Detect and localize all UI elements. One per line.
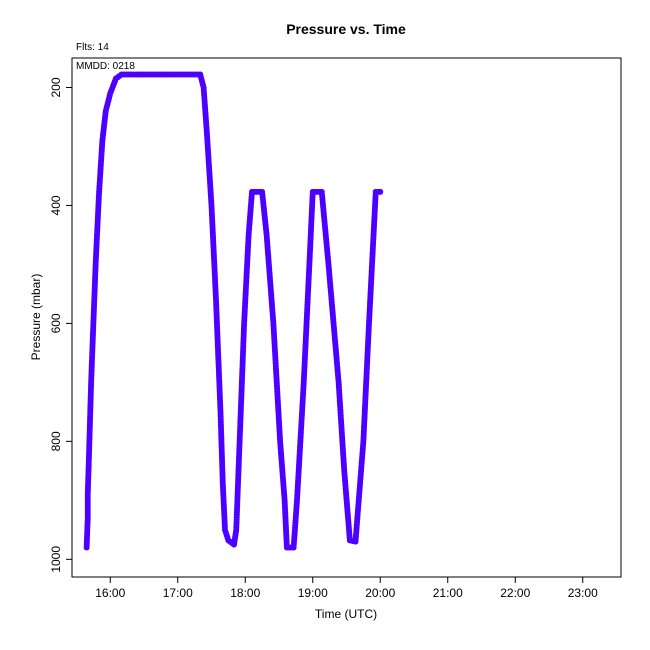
y-tick-label: 400 (49, 195, 63, 215)
x-axis: 16:00 17:00 18:00 19:00 20:00 21:00 22:00 23:00 (95, 577, 598, 600)
y-axis: 200 400 600 800 1000 (49, 77, 72, 573)
x-tick-label: 19:00 (298, 586, 328, 600)
y-tick-label: 1000 (49, 546, 63, 573)
x-tick-label: 18:00 (230, 586, 260, 600)
flights-annotation: Flts: 14 (76, 42, 109, 53)
x-tick-label: 23:00 (568, 586, 598, 600)
data-points (83, 71, 384, 551)
y-tick-label: 600 (49, 313, 63, 333)
x-tick-label: 21:00 (433, 586, 463, 600)
y-tick-label: 200 (49, 77, 63, 97)
chart-title: Pressure vs. Time (286, 21, 406, 37)
x-tick-label: 17:00 (163, 586, 193, 600)
x-axis-label: Time (UTC) (315, 607, 377, 621)
x-tick-label: 22:00 (500, 586, 530, 600)
date-annotation: MMDD: 0218 (76, 61, 135, 72)
y-tick-label: 800 (49, 431, 63, 451)
data-point (377, 188, 384, 195)
x-tick-label: 20:00 (365, 586, 395, 600)
plot-frame (71, 57, 622, 578)
x-tick-label: 16:00 (95, 586, 125, 600)
y-axis-label: Pressure (mbar) (29, 274, 43, 361)
